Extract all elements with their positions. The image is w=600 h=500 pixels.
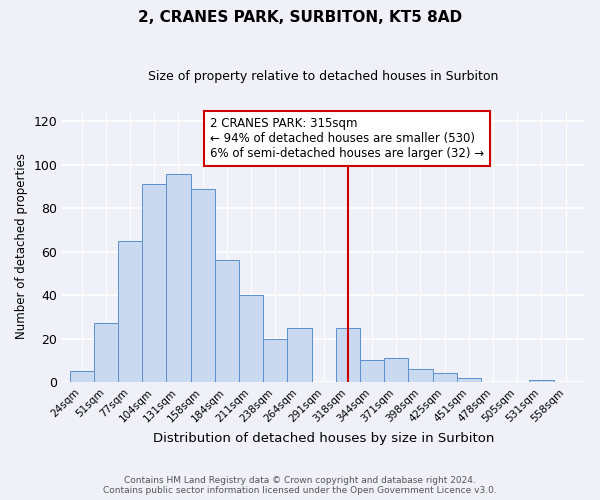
Bar xyxy=(166,174,191,382)
Bar xyxy=(336,328,360,382)
Bar xyxy=(70,371,94,382)
Title: Size of property relative to detached houses in Surbiton: Size of property relative to detached ho… xyxy=(148,70,499,83)
Y-axis label: Number of detached properties: Number of detached properties xyxy=(15,154,28,340)
Bar xyxy=(142,184,166,382)
Bar xyxy=(529,380,554,382)
Bar xyxy=(433,374,457,382)
Bar xyxy=(360,360,384,382)
Bar xyxy=(287,328,311,382)
Bar xyxy=(239,295,263,382)
Bar xyxy=(263,338,287,382)
X-axis label: Distribution of detached houses by size in Surbiton: Distribution of detached houses by size … xyxy=(153,432,494,445)
Bar xyxy=(191,188,215,382)
Bar xyxy=(409,369,433,382)
Text: 2, CRANES PARK, SURBITON, KT5 8AD: 2, CRANES PARK, SURBITON, KT5 8AD xyxy=(138,10,462,25)
Bar xyxy=(215,260,239,382)
Bar xyxy=(384,358,409,382)
Bar xyxy=(118,241,142,382)
Text: Contains HM Land Registry data © Crown copyright and database right 2024.
Contai: Contains HM Land Registry data © Crown c… xyxy=(103,476,497,495)
Bar xyxy=(457,378,481,382)
Bar xyxy=(94,324,118,382)
Text: 2 CRANES PARK: 315sqm
← 94% of detached houses are smaller (530)
6% of semi-deta: 2 CRANES PARK: 315sqm ← 94% of detached … xyxy=(210,117,484,160)
